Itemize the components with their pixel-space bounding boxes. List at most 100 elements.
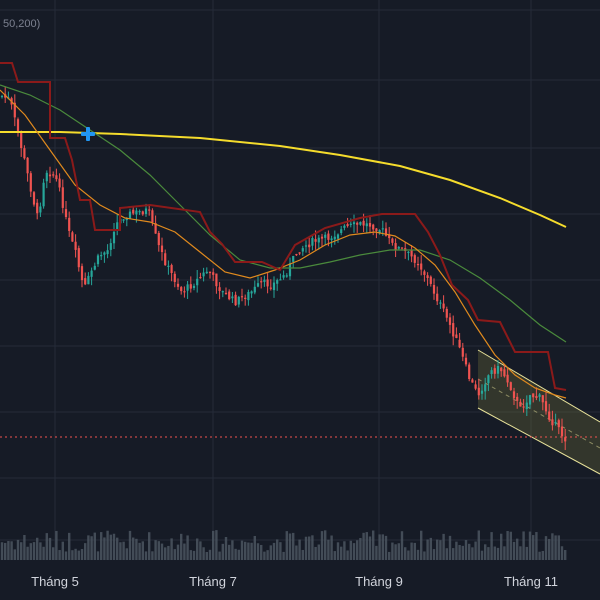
volume-bar <box>516 538 519 560</box>
ma-200-line[interactable] <box>0 131 567 228</box>
candle-body <box>503 369 506 377</box>
volume-bar <box>362 532 365 560</box>
volume-bar <box>32 542 36 560</box>
trailing-stop-line[interactable] <box>0 62 567 391</box>
candle-body <box>167 265 170 267</box>
candle-body <box>535 395 538 399</box>
candle-body <box>224 292 228 295</box>
candle-body <box>372 224 375 230</box>
ma-20-line[interactable] <box>0 89 567 399</box>
volume-bar <box>416 549 420 560</box>
volume-bar <box>352 543 356 560</box>
candle-body <box>13 102 16 118</box>
candle-body <box>244 297 247 300</box>
volume-bar <box>196 538 199 560</box>
candle-body <box>272 282 276 291</box>
volume-bar <box>384 535 388 560</box>
candle-body <box>208 271 212 274</box>
candle-body <box>237 296 240 305</box>
candle-body <box>394 243 397 251</box>
volume-bar <box>477 530 480 560</box>
volume-bar <box>260 544 263 560</box>
volume-bar <box>45 533 48 560</box>
volume-bar <box>525 546 528 560</box>
candle-body <box>250 291 253 294</box>
candle-body <box>132 209 135 214</box>
candle-body <box>36 202 39 214</box>
channel-lower-line[interactable] <box>477 407 600 475</box>
volume-bar <box>484 544 487 560</box>
volume-bar <box>176 544 180 560</box>
x-tick-label: Tháng 5 <box>31 574 79 589</box>
candle-body <box>420 263 423 270</box>
candle-body <box>173 273 176 282</box>
candle-body <box>23 148 26 159</box>
crosshair-marker-icon[interactable] <box>81 127 95 141</box>
candle-body <box>196 278 199 286</box>
volume-bar <box>0 542 4 560</box>
volume-bar <box>186 535 189 560</box>
candle-body <box>336 234 340 239</box>
volume-bar <box>167 545 170 560</box>
volume-bar <box>244 541 247 560</box>
candle-body <box>276 280 279 284</box>
candle-body <box>135 210 138 215</box>
x-tick-label: Tháng 9 <box>355 574 403 589</box>
candle-body <box>148 209 151 211</box>
channel-area[interactable] <box>478 350 600 474</box>
volume-bar <box>407 550 410 560</box>
candle-body <box>458 339 461 348</box>
candle-body <box>327 233 330 240</box>
candle-body <box>154 223 157 234</box>
volume-bar <box>269 545 272 560</box>
volume-bar <box>112 533 116 560</box>
candle-body <box>263 279 266 282</box>
candle-body <box>397 247 400 249</box>
volume-bar <box>391 542 394 560</box>
volume-bar <box>448 535 452 560</box>
candle-body <box>128 211 132 219</box>
volume-bar <box>426 539 429 560</box>
candle-body <box>439 302 442 304</box>
volume-bar <box>39 542 42 560</box>
candle-body <box>522 406 525 408</box>
volume-bar <box>4 542 7 560</box>
volume-bar <box>452 548 455 560</box>
candle-body <box>20 132 23 149</box>
candle-body <box>474 384 477 389</box>
candle-body <box>48 174 52 177</box>
volume-bar <box>247 542 250 560</box>
candle-body <box>288 263 292 277</box>
volume-bar <box>528 531 532 560</box>
candle-body <box>487 375 490 384</box>
volume-bar <box>218 551 221 560</box>
volume-bar <box>160 543 164 560</box>
candle-body <box>448 317 452 325</box>
volume-bar <box>282 551 285 560</box>
candle-body <box>516 396 519 401</box>
volume-bar <box>394 544 397 560</box>
candle-body <box>484 384 487 392</box>
candle-body <box>384 228 388 236</box>
volume-bar <box>333 551 336 560</box>
candle-body <box>199 276 202 279</box>
candle-body <box>308 244 311 248</box>
candle-body <box>77 248 80 268</box>
descending-channel[interactable] <box>477 349 600 475</box>
candle-body <box>141 211 144 215</box>
candle-body <box>29 173 32 192</box>
volume-bar <box>324 530 327 560</box>
candle-body <box>368 222 372 227</box>
volume-bar <box>420 530 423 560</box>
candle-body <box>333 236 336 240</box>
volume-bar <box>164 547 167 560</box>
volume-bar <box>279 542 282 560</box>
volume-bar <box>208 549 212 560</box>
volume-bar <box>458 545 461 560</box>
candle-body <box>356 222 359 225</box>
candle-body <box>432 285 436 294</box>
candle-body <box>93 265 96 270</box>
candle-body <box>532 393 535 398</box>
